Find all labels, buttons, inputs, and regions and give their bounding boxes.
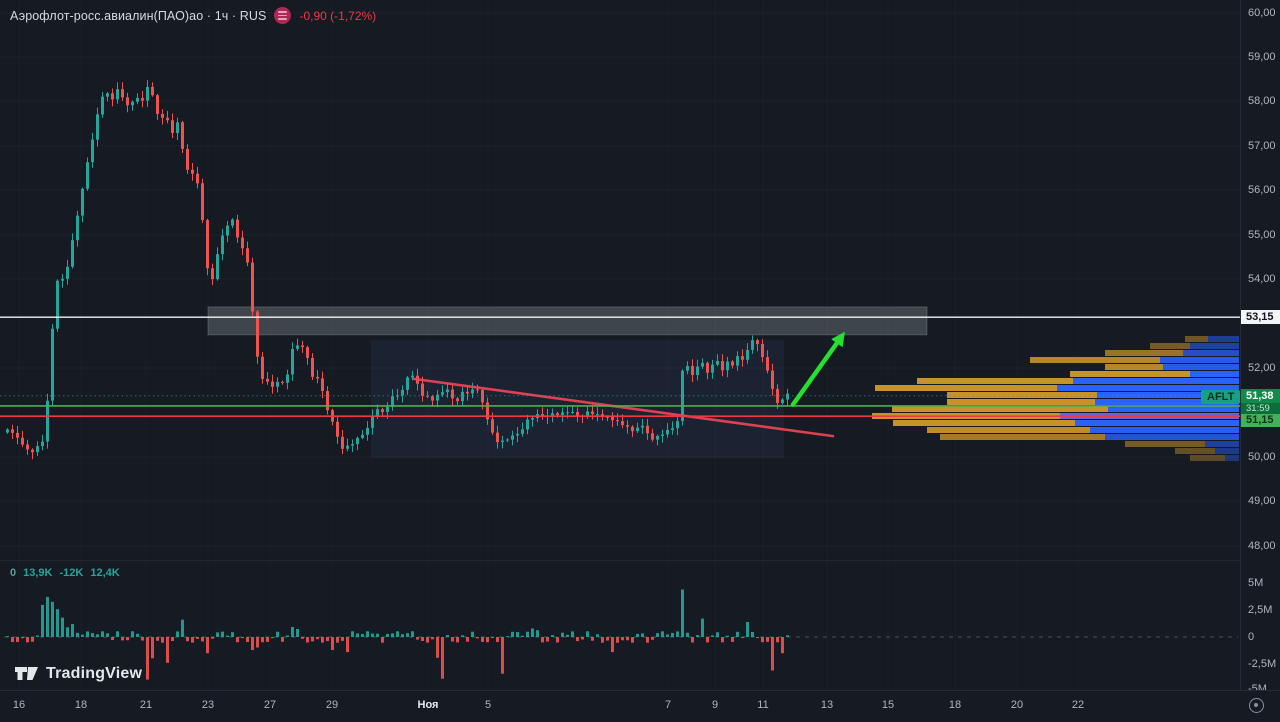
symbol-title[interactable]: Аэрофлот-росс.авиалин(ПАО)ао · 1ч · RUS — [10, 8, 267, 23]
time-tick-label: 5 — [484, 699, 492, 711]
volume-tick-label: 5M — [1248, 577, 1264, 589]
time-tick-label: 21 — [139, 699, 153, 711]
chart-canvas[interactable] — [0, 0, 1240, 690]
chart-legend: Аэрофлот-росс.авиалин(ПАО)ао · 1ч · RUS … — [10, 7, 376, 24]
volume-value: 12,4K — [90, 567, 120, 579]
price-tick-label: 49,00 — [1248, 495, 1276, 507]
time-tick-label: 7 — [664, 699, 672, 711]
bar-countdown: 31:59 — [1241, 403, 1280, 414]
time-tick-label: 29 — [325, 699, 339, 711]
volume-value: 0 — [10, 567, 17, 579]
price-tick-label: 60,00 — [1248, 7, 1276, 19]
price-tick-label: 57,00 — [1248, 140, 1276, 152]
time-tick-label: 9 — [711, 699, 719, 711]
price-tick-label: 58,00 — [1248, 95, 1276, 107]
price-level-label: 51,15 — [1241, 414, 1280, 427]
price-tick-label: 56,00 — [1248, 184, 1276, 196]
timezone-settings-icon[interactable] — [1249, 698, 1264, 713]
last-price-label: 51,38 — [1241, 389, 1280, 403]
volume-value: -12K — [59, 567, 84, 579]
tradingview-logo-text: TradingView — [46, 664, 143, 682]
time-tick-label: 13 — [820, 699, 834, 711]
time-tick-label: 15 — [881, 699, 895, 711]
volume-value: 13,9K — [23, 567, 53, 579]
price-tick-label: 52,00 — [1248, 362, 1276, 374]
time-axis[interactable]: 16 18 21 23 27 29 Ноя 5 7 9 11 13 15 18 20 22 — [0, 690, 1280, 722]
time-tick-label: 27 — [263, 699, 277, 711]
time-tick-label: 20 — [1010, 699, 1024, 711]
symbol-price-tag: AFLT — [1201, 390, 1241, 404]
time-tick-label: Ноя — [417, 699, 439, 711]
volume-tick-label: 2,5M — [1248, 604, 1273, 616]
pane-separator[interactable] — [0, 560, 1240, 561]
volume-tick-label: 0 — [1248, 631, 1255, 643]
time-tick-label: 22 — [1071, 699, 1085, 711]
price-tick-label: 54,00 — [1248, 273, 1276, 285]
time-tick-label: 18 — [74, 699, 88, 711]
price-tick-label: 59,00 — [1248, 51, 1276, 63]
tradingview-logo-icon — [15, 667, 38, 680]
time-tick-label: 11 — [757, 699, 769, 711]
price-axis[interactable]: 53,15 51,38 31:59 51,15 60,00 59,00 58,00 5… — [1240, 0, 1280, 695]
price-change: -0,90 (-1,72%) — [299, 8, 377, 23]
price-tick-label: 48,00 — [1248, 540, 1276, 552]
volume-indicator-values: 0 13,9K -12K 12,4K — [10, 567, 120, 579]
time-tick-label: 16 — [12, 699, 26, 711]
price-label-white: 53,15 — [1241, 310, 1280, 324]
time-tick-label: 18 — [948, 699, 962, 711]
minds-icon[interactable] — [274, 7, 292, 24]
price-tick-label: 50,00 — [1248, 451, 1276, 463]
time-tick-label: 23 — [201, 699, 215, 711]
price-tick-label: 55,00 — [1248, 229, 1276, 241]
tradingview-logo[interactable]: TradingView — [14, 664, 142, 683]
volume-tick-label: -2,5M — [1248, 658, 1277, 670]
